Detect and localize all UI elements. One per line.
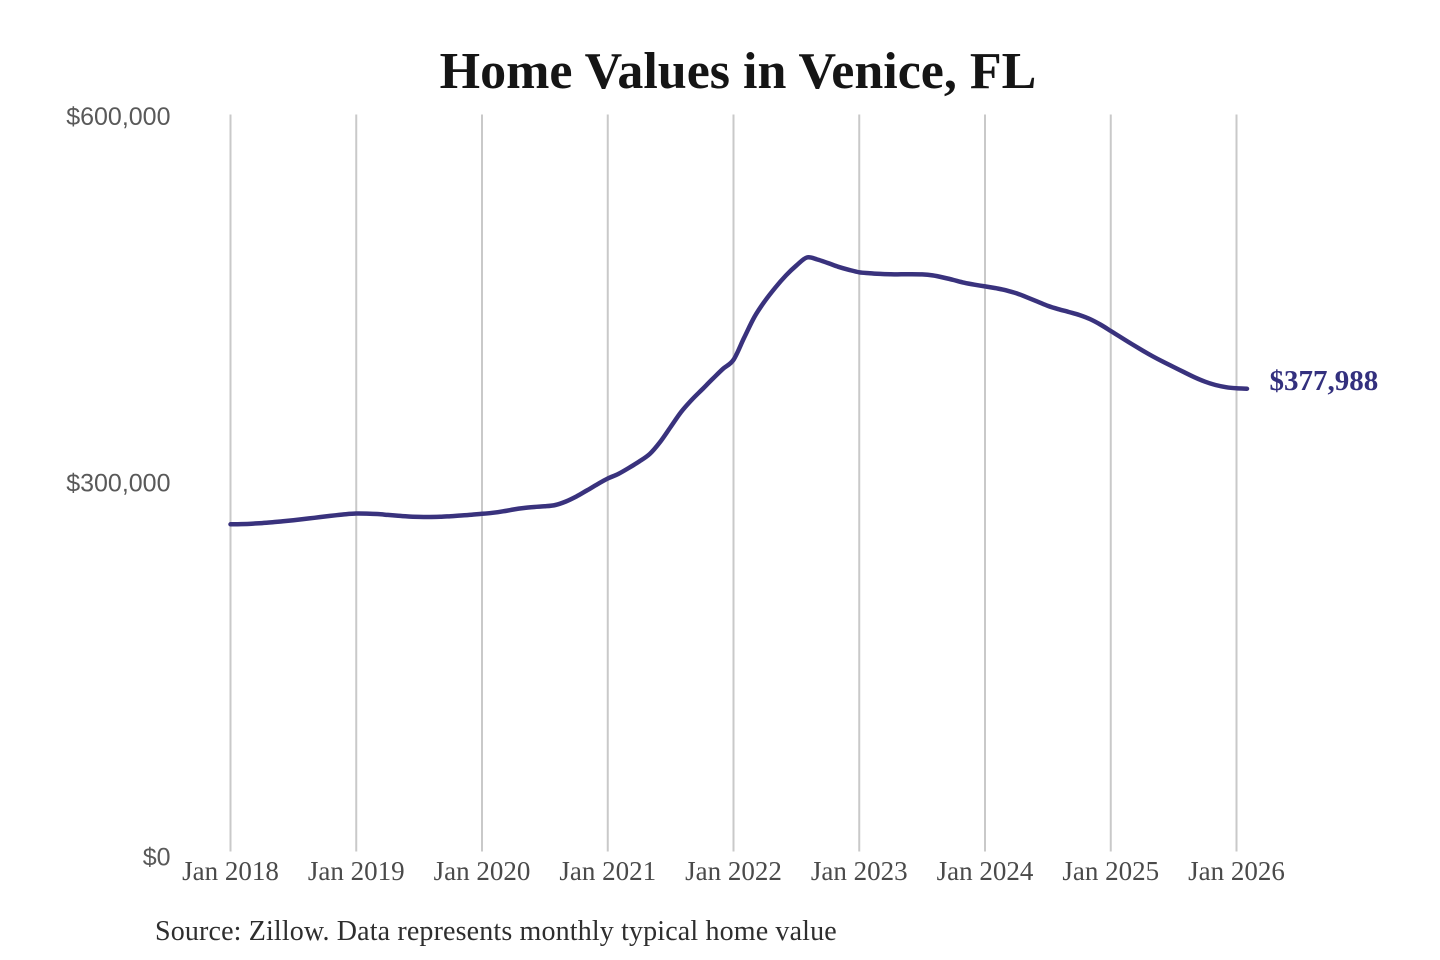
svg-text:Jan 2026: Jan 2026 — [1188, 856, 1285, 886]
svg-text:Jan 2025: Jan 2025 — [1062, 856, 1159, 886]
svg-text:Home Values in Venice, FL: Home Values in Venice, FL — [440, 43, 1037, 100]
svg-text:Jan 2019: Jan 2019 — [308, 856, 405, 886]
svg-text:Jan 2018: Jan 2018 — [182, 856, 279, 886]
svg-text:$300,000: $300,000 — [66, 470, 170, 498]
svg-text:$377,988: $377,988 — [1270, 365, 1379, 397]
svg-text:Jan 2021: Jan 2021 — [559, 856, 656, 886]
svg-text:Jan 2023: Jan 2023 — [811, 856, 908, 886]
svg-text:Jan 2022: Jan 2022 — [685, 856, 782, 886]
svg-text:Jan 2024: Jan 2024 — [937, 856, 1034, 886]
svg-text:$600,000: $600,000 — [66, 103, 170, 131]
svg-text:$0: $0 — [143, 844, 171, 872]
svg-text:Source: Zillow. Data represent: Source: Zillow. Data represents monthly … — [155, 916, 837, 947]
svg-text:Jan 2020: Jan 2020 — [434, 856, 531, 886]
